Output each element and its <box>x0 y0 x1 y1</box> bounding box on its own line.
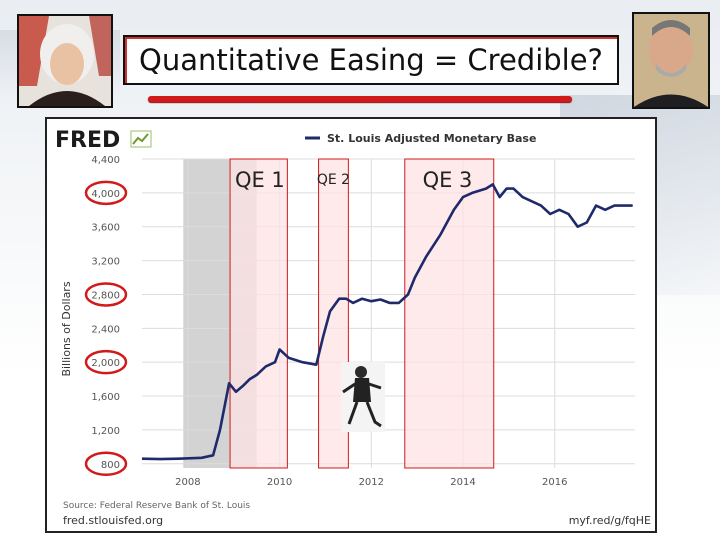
x-tick-label: 2016 <box>542 477 567 488</box>
dancing-figure-photo <box>341 362 385 432</box>
x-tick-label: 2012 <box>359 477 384 488</box>
tick-highlight-circle <box>84 349 128 375</box>
footer-right-link[interactable]: myf.red/g/fqHE <box>569 514 651 527</box>
y-tick-label: 2,800 <box>91 290 120 301</box>
y-tick-label: 2,000 <box>91 358 120 369</box>
fred-chart: FRED St. Louis Adjusted Monetary Base 80… <box>55 128 651 527</box>
tick-highlight-circle <box>84 451 128 477</box>
y-tick-label: 800 <box>101 460 120 471</box>
legend-label: St. Louis Adjusted Monetary Base <box>327 132 536 145</box>
plot-area: 800 1,200 1,600 2,000 2,400 2,800 3,200 3,600 4,… <box>84 155 635 488</box>
source-text: Source: Federal Reserve Bank of St. Loui… <box>63 501 250 511</box>
qe-label-1: QE 1 <box>235 168 285 192</box>
tick-highlight-circle <box>84 282 128 307</box>
left-portrait-photo <box>17 14 113 108</box>
x-tick-label: 2014 <box>450 477 475 488</box>
footer-left-link[interactable]: fred.stlouisfed.org <box>63 514 163 527</box>
right-portrait-photo <box>632 12 710 109</box>
qe-label-2: QE 2 <box>317 172 350 188</box>
title-underline <box>148 96 572 102</box>
y-tick-label: 3,200 <box>91 257 120 268</box>
y-tick-label: 4,400 <box>91 155 120 166</box>
tick-highlight-circle <box>84 180 128 206</box>
fred-logo-chart-icon <box>130 130 152 148</box>
qe-band-1 <box>229 158 288 469</box>
y-tick-label: 2,400 <box>91 324 120 335</box>
x-tick-label: 2008 <box>175 477 200 488</box>
slide-title-box: Quantitative Easing = Credible? <box>123 35 619 85</box>
y-tick-label: 3,600 <box>91 223 120 234</box>
fred-chart-frame: FRED St. Louis Adjusted Monetary Base 80… <box>45 117 657 533</box>
fred-logo: FRED <box>55 128 120 153</box>
y-tick-label: 1,600 <box>91 392 120 403</box>
qe-band-3 <box>404 158 495 469</box>
series-line <box>141 183 633 461</box>
qe-label-3: QE 3 <box>423 168 473 192</box>
x-tick-label: 2010 <box>267 477 292 488</box>
y-tick-label: 4,000 <box>91 189 120 200</box>
y-axis-label: Billions of Dollars <box>60 281 73 376</box>
y-tick-label: 1,200 <box>91 426 120 437</box>
slide-title: Quantitative Easing = Credible? <box>139 43 603 77</box>
